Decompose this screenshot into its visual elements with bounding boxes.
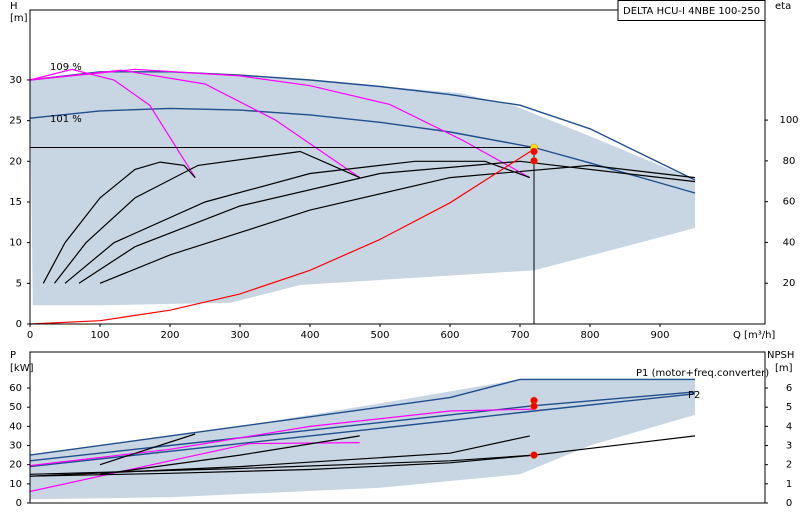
y-tick-label: 50 xyxy=(9,402,22,413)
y2-axis-label: NPSH xyxy=(767,350,794,361)
annotation: 101 % xyxy=(50,114,82,125)
y-tick-label: 0 xyxy=(16,319,22,330)
y2-tick-label: 20 xyxy=(783,278,796,289)
operating-marker xyxy=(530,402,538,410)
curve xyxy=(64,160,531,284)
y2-axis-label: eta xyxy=(775,1,791,12)
curve xyxy=(29,408,535,467)
title-box xyxy=(617,0,766,21)
x-tick-label: 900 xyxy=(650,330,669,341)
y-tick-label: 60 xyxy=(9,383,22,394)
x-tick-label: 600 xyxy=(440,330,459,341)
curve xyxy=(78,160,696,284)
x-tick-label: 700 xyxy=(510,330,529,341)
x-tick-label: 0 xyxy=(27,330,33,341)
plot-frame xyxy=(29,351,766,504)
y-axis-unit: [m] xyxy=(10,13,28,24)
y2-tick-label: 0 xyxy=(786,498,792,509)
y-tick-label: 10 xyxy=(9,238,22,249)
curve xyxy=(29,148,535,325)
curve xyxy=(42,161,196,284)
y2-tick-label: 5 xyxy=(786,402,792,413)
curve xyxy=(29,68,196,178)
operating-marker xyxy=(530,157,538,165)
curve xyxy=(29,391,696,462)
curve xyxy=(29,435,696,475)
operating-marker xyxy=(530,451,538,459)
curve xyxy=(99,435,360,475)
x-axis-label: Q [m³/h] xyxy=(733,330,775,341)
annotation: 109 % xyxy=(50,62,82,73)
annotation: P2 xyxy=(688,390,700,401)
y2-tick-label: 6 xyxy=(786,383,792,394)
x-tick-label: 100 xyxy=(90,330,109,341)
x-tick-label: 300 xyxy=(230,330,249,341)
y-tick-label: 20 xyxy=(9,156,22,167)
y-axis-label: P xyxy=(10,350,16,361)
y-axis-unit: [kW] xyxy=(10,363,34,374)
curve xyxy=(29,393,696,468)
curve xyxy=(99,433,196,466)
curve xyxy=(99,164,696,284)
curve xyxy=(29,454,535,477)
y-axis-label: H xyxy=(10,1,18,12)
y2-tick-label: 60 xyxy=(783,197,796,208)
chart-title: DELTA HCU-I 4NBE 100-250 xyxy=(623,6,760,17)
y-tick-label: 25 xyxy=(9,116,22,127)
y-tick-label: 40 xyxy=(9,421,22,432)
curve xyxy=(29,378,695,456)
y-tick-label: 5 xyxy=(16,278,22,289)
y-tick-label: 0 xyxy=(16,498,22,509)
curve xyxy=(29,71,696,181)
curve xyxy=(29,442,360,493)
y2-tick-label: 4 xyxy=(786,421,792,432)
y-tick-label: 20 xyxy=(9,460,22,471)
y-tick-label: 15 xyxy=(9,197,22,208)
y-tick-label: 30 xyxy=(9,75,22,86)
curve xyxy=(54,150,360,284)
y2-tick-label: 3 xyxy=(786,441,792,452)
y-tick-label: 10 xyxy=(9,479,22,490)
y2-tick-label: 40 xyxy=(783,237,796,248)
x-tick-label: 500 xyxy=(370,330,389,341)
y2-tick-label: 2 xyxy=(786,460,792,471)
y-tick-label: 30 xyxy=(9,441,22,452)
plot-frame xyxy=(29,9,766,325)
y2-tick-label: 100 xyxy=(779,115,798,126)
annotation: P1 (motor+freq.converter) xyxy=(636,368,769,379)
curve xyxy=(29,68,531,179)
x-tick-label: 200 xyxy=(160,330,179,341)
y2-tick-label: 80 xyxy=(783,156,796,167)
x-tick-label: 400 xyxy=(300,330,319,341)
curve xyxy=(29,107,696,194)
x-tick-label: 800 xyxy=(580,330,599,341)
operating-marker xyxy=(530,147,538,156)
y2-axis-unit: [m] xyxy=(775,363,793,374)
y2-tick-label: 1 xyxy=(786,479,792,490)
